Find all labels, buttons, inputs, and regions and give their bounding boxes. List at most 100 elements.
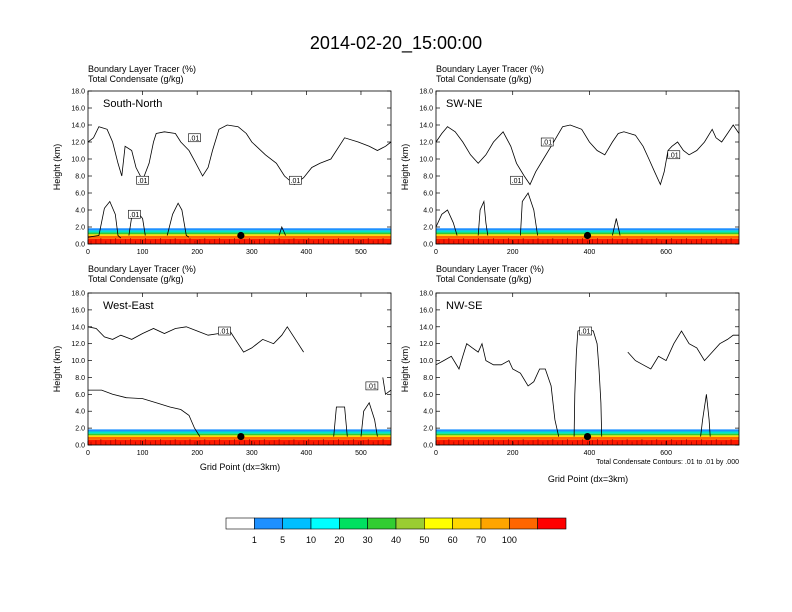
contour-label-box xyxy=(128,209,141,219)
y-tick-label: 14.0 xyxy=(419,123,433,130)
figure-title: 2014-02-20_15:00:00 xyxy=(310,33,482,54)
tracer-band xyxy=(88,431,391,434)
panel-header-line1: Boundary Layer Tracer (%) xyxy=(88,64,196,74)
y-tick-label: 6.0 xyxy=(423,191,433,198)
y-tick-label: 6.0 xyxy=(75,392,85,399)
condensate-contour xyxy=(87,200,122,239)
y-tick-label: 0.0 xyxy=(423,242,433,249)
y-tick-label: 10.0 xyxy=(419,358,433,365)
x-axis-label: Grid Point (dx=3km) xyxy=(548,474,628,484)
x-tick-label: 100 xyxy=(137,450,149,457)
x-tick-label: 300 xyxy=(246,450,258,457)
x-tick-label: 0 xyxy=(434,450,438,457)
panel-header-line2: Total Condensate (g/kg) xyxy=(88,74,184,84)
y-tick-label: 8.0 xyxy=(423,174,433,181)
x-tick-label: 200 xyxy=(191,450,203,457)
x-tick-label: 100 xyxy=(137,249,149,256)
condensate-contour xyxy=(520,192,538,236)
condensate-contour xyxy=(627,330,739,370)
condensate-contour xyxy=(382,377,392,396)
y-tick-label: 16.0 xyxy=(71,307,85,314)
panel-header-line2: Total Condensate (g/kg) xyxy=(436,74,532,84)
y-tick-label: 8.0 xyxy=(423,375,433,382)
colorbar-label: 5 xyxy=(280,535,285,545)
colorbar-label: 50 xyxy=(419,535,429,545)
y-tick-label: 4.0 xyxy=(423,208,433,215)
y-tick-label: 0.0 xyxy=(75,443,85,450)
y-tick-label: 16.0 xyxy=(71,106,85,113)
plot-frame xyxy=(87,90,392,245)
contour-label: .01 xyxy=(542,140,552,147)
plot-area: .01 .01 .01 .01 0.0 2.0 4.0 6.0 8.0 10.0 12.0 14.0 1… xyxy=(71,89,392,256)
panel-south-north: Boundary Layer Tracer (%) Total Condensa… xyxy=(52,64,392,256)
location-marker xyxy=(583,231,592,240)
condensate-contour xyxy=(333,406,348,437)
colorbar-swatch xyxy=(452,517,482,530)
panel-header-line2: Total Condensate (g/kg) xyxy=(436,274,532,284)
colorbar-swatch xyxy=(339,517,368,530)
plot-frame xyxy=(435,292,740,446)
colorbar-label: 1 xyxy=(252,535,257,545)
y-tick-label: 16.0 xyxy=(419,307,433,314)
condensate-contour xyxy=(477,199,489,236)
contour-label: .01 xyxy=(367,383,377,390)
y-tick-label: 4.0 xyxy=(75,208,85,215)
condensate-contour xyxy=(360,401,378,437)
x-tick-label: 600 xyxy=(660,450,672,457)
contour-label: .01 xyxy=(512,178,522,185)
condensate-contour xyxy=(612,218,621,236)
x-tick-label: 300 xyxy=(246,249,258,256)
condensate-contour xyxy=(88,389,201,437)
condensate-contour xyxy=(87,326,304,353)
y-tick-label: 18.0 xyxy=(419,89,433,96)
colorbar-swatch xyxy=(509,517,538,530)
y-tick-label: 0.0 xyxy=(423,443,433,450)
y-tick-label: 10.0 xyxy=(419,157,433,164)
x-axis-label: Grid Point (dx=3km) xyxy=(200,462,280,472)
plot-frame xyxy=(435,90,740,245)
contour-label: .01 xyxy=(138,178,148,185)
y-tick-label: 12.0 xyxy=(71,140,85,147)
y-tick-label: 14.0 xyxy=(71,324,85,331)
panel-header-line1: Boundary Layer Tracer (%) xyxy=(88,264,196,274)
x-tick-label: 200 xyxy=(191,249,203,256)
plot-area: .01 .01 .01 0.0 2.0 4.0 6.0 8.0 10.0 12.0 14.0 16.0… xyxy=(419,89,740,256)
panel-sw-ne: Boundary Layer Tracer (%) Total Condensa… xyxy=(400,64,740,256)
y-tick-label: 6.0 xyxy=(423,392,433,399)
contour-label: .01 xyxy=(130,212,140,219)
y-tick-label: 12.0 xyxy=(419,140,433,147)
x-tick-label: 600 xyxy=(660,249,672,256)
condensate-contour xyxy=(573,328,603,437)
colorbar-swatch xyxy=(282,517,312,530)
y-axis-label: Height (km) xyxy=(400,144,410,191)
x-tick-label: 500 xyxy=(355,249,367,256)
y-tick-label: 6.0 xyxy=(75,191,85,198)
tracer-band xyxy=(88,429,391,432)
tracer-band xyxy=(436,431,739,434)
y-axis-label: Height (km) xyxy=(52,144,62,191)
y-axis-label: Height (km) xyxy=(400,346,410,393)
condensate-contour xyxy=(435,342,560,437)
y-tick-label: 2.0 xyxy=(423,426,433,433)
y-tick-label: 4.0 xyxy=(75,409,85,416)
plot-area: .01 .01 0.0 2.0 4.0 6.0 8.0 10.0 12.0 14.0 16.0 18.… xyxy=(71,291,392,457)
panel-west-east: Boundary Layer Tracer (%) Total Condensa… xyxy=(52,264,392,472)
x-tick-label: 200 xyxy=(507,249,519,256)
colorbar-label: 30 xyxy=(363,535,373,545)
contour-label: .01 xyxy=(190,135,200,142)
y-tick-label: 12.0 xyxy=(71,341,85,348)
x-tick-label: 0 xyxy=(86,249,90,256)
colorbar-swatch xyxy=(225,517,255,530)
contour-label-box xyxy=(136,175,149,185)
x-tick-label: 400 xyxy=(301,249,313,256)
x-tick-label: 400 xyxy=(584,450,596,457)
contour-label: .01 xyxy=(220,329,230,336)
y-tick-label: 14.0 xyxy=(419,324,433,331)
condensate-contour xyxy=(700,394,711,437)
location-marker xyxy=(237,432,245,441)
location-marker xyxy=(583,432,592,441)
x-tick-label: 200 xyxy=(507,450,519,457)
contour-note: Total Condensate Contours: .01 to .01 by… xyxy=(596,459,739,466)
condensate-contour xyxy=(166,202,190,238)
